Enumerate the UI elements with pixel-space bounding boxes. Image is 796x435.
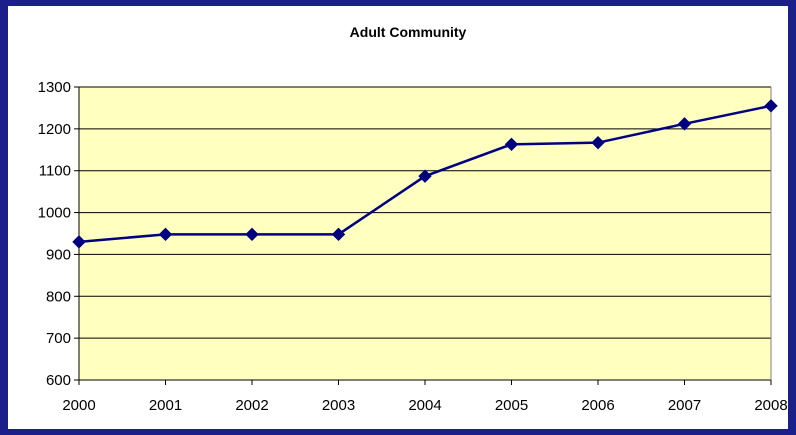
- x-tick-label: 2008: [754, 397, 787, 414]
- data-point-2006: [591, 135, 605, 150]
- line-chart: Adult Community 600 700 800 900 1000 1100 1200…: [38, 24, 788, 414]
- data-point-2005: [504, 137, 519, 152]
- y-tick-label: 800: [46, 288, 71, 305]
- x-tick-label: 2005: [495, 397, 528, 414]
- y-tick-label: 600: [46, 372, 71, 389]
- data-point-2007: [677, 117, 692, 131]
- x-tick-label: 2003: [322, 397, 355, 414]
- x-tick-label: 2001: [149, 397, 182, 414]
- x-tick-labels: 2000 2001 2002 2003 2004 2005 2006 2007 2008: [62, 397, 787, 414]
- data-point-2001: [158, 227, 173, 242]
- x-tick-label: 2007: [668, 397, 701, 414]
- data-point-2000: [72, 235, 86, 249]
- y-tick-label: 1200: [38, 121, 71, 138]
- data-point-2008: [764, 99, 778, 113]
- y-tick-label: 1000: [38, 205, 71, 222]
- y-tick-label: 700: [46, 330, 71, 347]
- x-tick-label: 2002: [235, 397, 268, 414]
- x-tick-label: 2000: [62, 397, 95, 414]
- axes: [74, 86, 772, 385]
- data-point-2004: [418, 169, 432, 183]
- data-point-2003: [331, 227, 346, 242]
- data-point-2002: [245, 227, 259, 242]
- x-tick-label: 2004: [408, 397, 441, 414]
- y-tick-label: 1300: [38, 79, 71, 96]
- x-tick-label: 2006: [581, 397, 614, 414]
- y-tick-label: 1100: [39, 163, 71, 180]
- chart-title: Adult Community: [350, 24, 467, 40]
- y-tick-label: 900: [46, 246, 71, 263]
- series: [72, 99, 778, 249]
- y-tick-labels: 600 700 800 900 1000 1100 1200 1300: [38, 79, 71, 389]
- chart-area: Adult Community 600 700 800 900 1000 1100 1200…: [8, 6, 788, 429]
